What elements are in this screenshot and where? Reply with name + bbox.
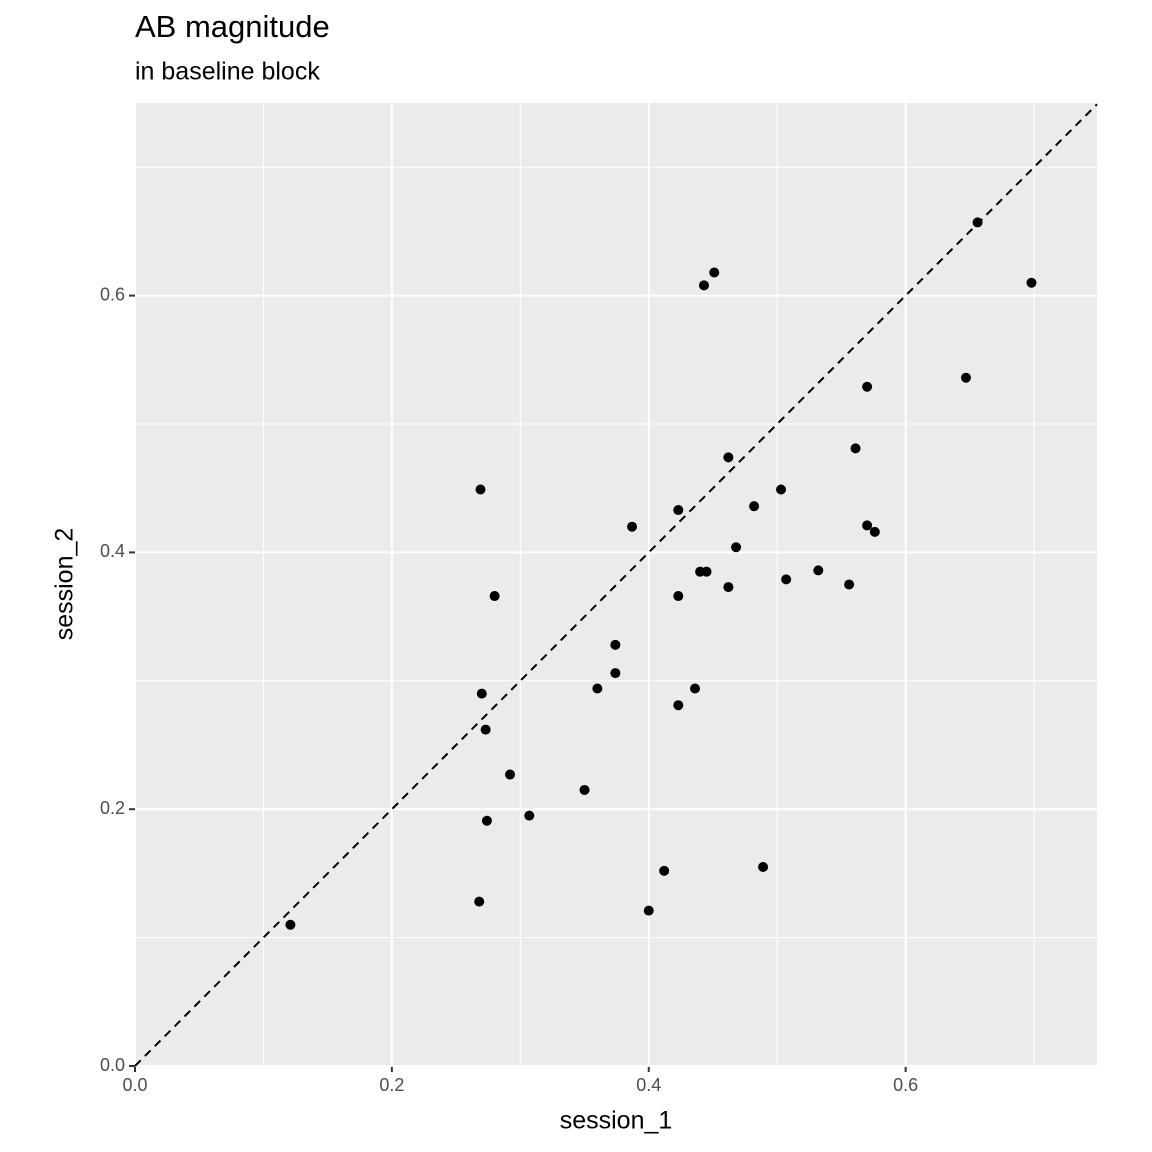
point xyxy=(781,574,792,585)
point xyxy=(960,372,971,383)
point xyxy=(701,566,712,577)
x-tick-label: 0.4 xyxy=(636,1075,661,1095)
point xyxy=(610,668,621,679)
point xyxy=(489,591,500,602)
point xyxy=(505,769,516,780)
y-tick-label: 0.6 xyxy=(100,284,125,304)
point xyxy=(643,905,654,916)
point xyxy=(476,688,487,699)
point xyxy=(579,784,590,795)
point xyxy=(610,639,621,650)
point xyxy=(627,521,638,532)
chart-title: AB magnitude xyxy=(135,9,330,44)
point xyxy=(480,724,491,735)
y-axis-title: session_2 xyxy=(51,528,79,641)
point xyxy=(698,280,709,291)
point xyxy=(475,484,486,495)
point xyxy=(758,861,769,872)
point xyxy=(749,501,760,512)
point xyxy=(592,683,603,694)
point xyxy=(481,815,492,826)
x-tick-label: 0.0 xyxy=(122,1075,147,1095)
point xyxy=(813,565,824,576)
point xyxy=(673,591,684,602)
point xyxy=(1026,277,1037,288)
point xyxy=(285,919,296,930)
point xyxy=(723,582,734,593)
point xyxy=(659,865,670,876)
point xyxy=(709,267,720,278)
x-axis-title: session_1 xyxy=(560,1107,673,1135)
point xyxy=(673,505,684,516)
point xyxy=(862,520,873,531)
x-tick-label: 0.6 xyxy=(893,1075,918,1095)
point xyxy=(731,542,742,553)
point xyxy=(850,443,861,454)
point xyxy=(689,683,700,694)
point xyxy=(673,700,684,711)
point xyxy=(844,579,855,590)
point xyxy=(723,452,734,463)
y-tick-label: 0.4 xyxy=(100,541,125,561)
identity-line xyxy=(134,103,1098,1067)
y-tick-label: 0.0 xyxy=(100,1055,125,1075)
point xyxy=(524,810,535,821)
x-tick-label: 0.2 xyxy=(379,1075,404,1095)
point xyxy=(474,896,485,907)
point xyxy=(869,526,880,537)
chart-subtitle: in baseline block xyxy=(135,58,320,86)
point xyxy=(776,484,787,495)
point xyxy=(972,217,983,228)
panel xyxy=(135,103,1097,1066)
point xyxy=(862,381,873,392)
y-tick-label: 0.2 xyxy=(100,798,125,818)
